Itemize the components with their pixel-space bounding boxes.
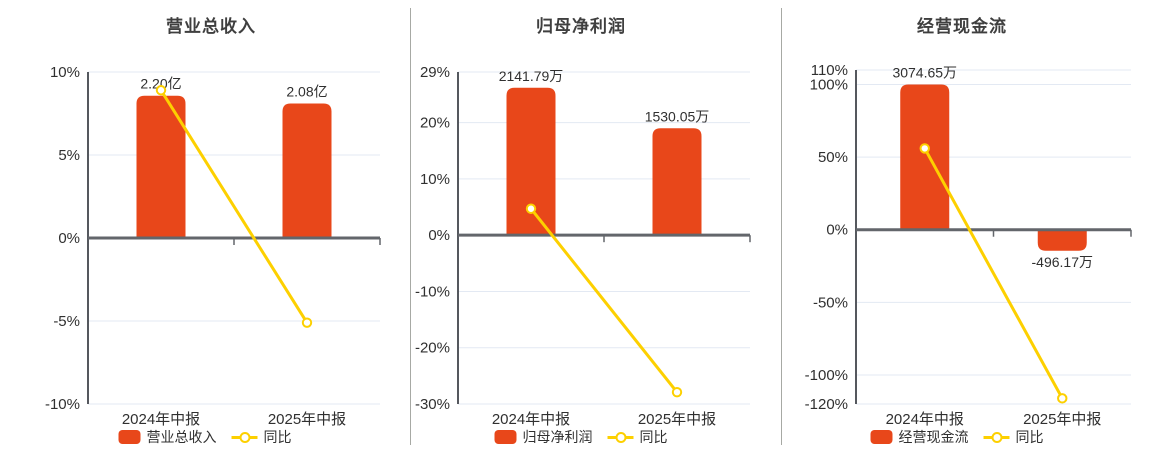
legend-item-bar-series[interactable]: 归母净利润	[494, 427, 593, 447]
bar-swatch-icon	[870, 430, 893, 444]
y-tick-label: -10%	[45, 396, 80, 413]
legend-item-yoy[interactable]: 同比	[983, 427, 1044, 447]
legend-label: 经营现金流	[898, 429, 969, 445]
y-tick-label: 10%	[50, 64, 80, 81]
bar-value-label: 2.08亿	[286, 84, 327, 100]
y-tick-label: -30%	[415, 396, 450, 413]
y-tick-label: 0%	[826, 222, 848, 239]
bar-value-label: 2.20亿	[140, 76, 181, 92]
yoy-marker[interactable]	[301, 317, 313, 328]
y-tick-label: 10%	[420, 171, 450, 188]
category-label: 2024年中报	[122, 411, 200, 428]
chart-title: 经营现金流	[917, 17, 1007, 36]
chart-panel-revenue: 营业总收入 10% 5% 0% -5% -10% 2.20亿 2.08亿 2024年中报 202…	[0, 0, 410, 450]
yoy-line-icon	[607, 430, 634, 444]
y-tick-label: 29%	[420, 64, 450, 81]
legend-label: 归母净利润	[522, 429, 593, 445]
chart-panel-cash-flow: 经营现金流 110% 100% 50% 0% -50% -100% -120% 3074.65…	[781, 0, 1160, 450]
yoy-line-icon	[983, 430, 1010, 444]
chart-legend: 营业总收入 同比	[118, 427, 292, 447]
chart-legend: 归母净利润 同比	[494, 427, 668, 447]
bar-value-label: 1530.05万	[645, 108, 710, 124]
bar[interactable]	[1037, 229, 1087, 251]
bar[interactable]	[900, 84, 950, 230]
panel-divider	[410, 8, 411, 445]
y-tick-label: 100%	[810, 77, 848, 94]
y-tick-label: -50%	[813, 294, 848, 311]
category-label: 2025年中报	[638, 411, 716, 428]
legend-label: 同比	[263, 429, 292, 445]
y-tick-label: -10%	[415, 283, 450, 300]
category-label: 2024年中报	[492, 411, 570, 428]
bar[interactable]	[136, 95, 186, 238]
legend-label: 同比	[639, 429, 668, 445]
legend-item-bar-series[interactable]: 经营现金流	[870, 427, 969, 447]
yoy-marker[interactable]	[919, 143, 930, 154]
panel-divider	[781, 8, 782, 445]
category-label: 2024年中报	[886, 411, 964, 428]
chart-plot: 10% 5% 0% -5% -10% 2.20亿 2.08亿 2024年中报 2025年中报	[45, 64, 381, 428]
y-tick-label: 110%	[811, 62, 848, 79]
bar-value-label: -496.17万	[1032, 254, 1093, 270]
category-label: 2025年中报	[1023, 411, 1101, 428]
chart-legend: 经营现金流 同比	[870, 427, 1044, 447]
legend-label: 同比	[1015, 429, 1044, 445]
bar-value-label: 3074.65万	[892, 65, 957, 81]
legend-item-yoy[interactable]: 同比	[607, 427, 668, 447]
yoy-marker[interactable]	[1057, 393, 1068, 404]
yoy-marker[interactable]	[525, 203, 537, 214]
bar[interactable]	[652, 128, 702, 236]
bar[interactable]	[506, 87, 556, 236]
y-tick-label: 5%	[58, 147, 80, 164]
yoy-marker[interactable]	[155, 85, 167, 96]
category-label: 2025年中报	[268, 411, 346, 428]
legend-label: 营业总收入	[146, 429, 217, 445]
legend-item-yoy[interactable]: 同比	[231, 427, 292, 447]
yoy-line	[159, 88, 309, 325]
y-tick-label: -20%	[415, 340, 450, 357]
yoy-line	[529, 207, 679, 394]
y-tick-label: -120%	[805, 396, 848, 413]
chart-plot: 29% 20% 10% 0% -10% -20% -30% 2141.79万 1530.05万 2…	[415, 64, 751, 428]
bar-swatch-icon	[118, 430, 141, 444]
chart-title: 归母净利润	[536, 17, 626, 36]
y-tick-label: -100%	[805, 367, 848, 384]
chart-plot: 110%100% 50% 0% -50% -100% -120% 3074.65万 -496.…	[805, 62, 1132, 428]
y-tick-label: 50%	[818, 149, 848, 166]
bar-value-label: 2141.79万	[499, 68, 564, 84]
bar-swatch-icon	[494, 430, 517, 444]
y-tick-label: 0%	[58, 230, 80, 247]
yoy-line-icon	[231, 430, 258, 444]
bar[interactable]	[282, 103, 332, 238]
y-tick-label: 20%	[420, 115, 450, 132]
y-tick-label: 0%	[428, 227, 450, 244]
chart-panel-net-profit: 归母净利润 29% 20% 10% 0% -10% -20% -30% 2141.79万 153…	[410, 0, 781, 450]
yoy-marker[interactable]	[671, 386, 683, 398]
chart-title: 营业总收入	[166, 17, 256, 36]
legend-item-bar-series[interactable]: 营业总收入	[118, 427, 217, 447]
yoy-line	[923, 146, 1064, 400]
y-tick-label: -5%	[53, 313, 80, 330]
